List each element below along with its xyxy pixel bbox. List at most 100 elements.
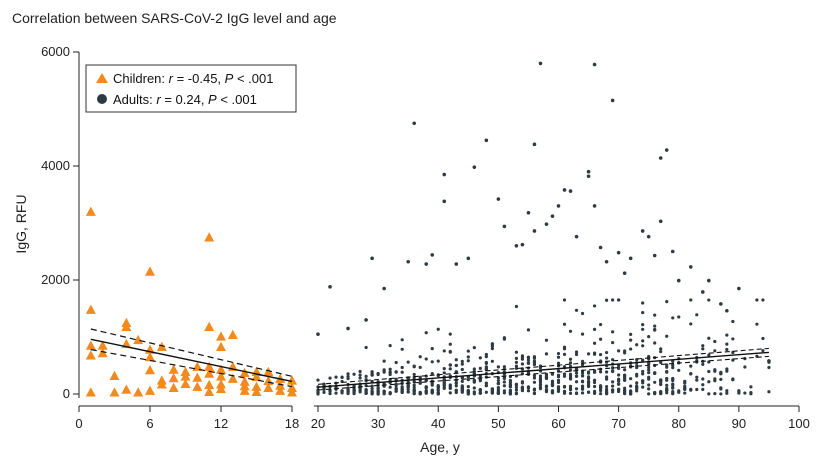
adult-point	[502, 380, 506, 384]
adult-point	[568, 361, 573, 365]
adult-point	[725, 367, 729, 371]
adult-point	[641, 358, 645, 362]
adult-point	[424, 378, 428, 383]
adult-point	[526, 356, 531, 360]
adult-point	[442, 172, 447, 177]
adult-point	[442, 371, 446, 375]
legend-children-p: P	[225, 71, 234, 86]
child-point	[109, 370, 120, 381]
adult-point	[665, 334, 669, 338]
adult-point	[688, 265, 693, 269]
adult-point	[659, 349, 663, 354]
adult-point	[629, 332, 633, 337]
adult-point	[514, 304, 519, 309]
adult-point	[472, 165, 477, 169]
child-point	[85, 206, 96, 216]
adult-point	[671, 366, 675, 370]
adult-point	[418, 381, 422, 385]
adult-point	[544, 338, 549, 342]
adult-point	[701, 387, 705, 391]
adult-point	[484, 367, 488, 372]
child-point	[180, 378, 191, 388]
adult-point	[484, 365, 488, 369]
children-fit-line	[90, 338, 293, 383]
adult-point	[514, 366, 519, 371]
adult-point	[556, 385, 561, 389]
child-point	[121, 384, 132, 394]
adult-point	[346, 388, 350, 392]
adult-point	[671, 379, 675, 383]
adult-point	[568, 329, 573, 333]
adult-point	[629, 377, 633, 381]
adult-point	[610, 98, 615, 103]
child-point	[192, 381, 203, 391]
adult-point	[737, 389, 741, 393]
adult-point	[598, 384, 603, 388]
legend-children-r-value: = -0.45,	[173, 71, 225, 86]
adult-point	[454, 384, 458, 388]
adult-point	[574, 374, 579, 378]
adult-point	[496, 197, 501, 201]
adult-point	[460, 362, 464, 366]
adult-point	[707, 278, 711, 283]
adult-point	[442, 199, 447, 204]
adult-point	[749, 391, 753, 395]
adult-point	[635, 387, 639, 391]
adult-point	[707, 336, 711, 340]
adult-point	[400, 365, 404, 370]
adult-point	[466, 256, 471, 261]
adult-point	[382, 370, 386, 374]
adult-point	[605, 392, 609, 396]
adult-point	[526, 328, 531, 332]
adult-point	[532, 388, 537, 392]
adult-point	[490, 347, 494, 351]
legend-adults-r: r	[156, 92, 161, 107]
adult-point	[574, 387, 579, 391]
adult-point	[635, 384, 639, 388]
child-point	[251, 386, 262, 396]
adult-point	[364, 374, 368, 378]
adult-point	[586, 380, 591, 384]
adult-point	[647, 377, 651, 381]
adult-point	[574, 352, 579, 357]
adult-point	[472, 390, 476, 394]
adult-point	[436, 359, 440, 363]
child-point	[204, 232, 215, 242]
adult-point	[322, 382, 326, 386]
adult-point	[514, 364, 519, 368]
adult-point	[611, 384, 615, 388]
adult-point	[514, 244, 519, 248]
child-point	[251, 371, 262, 382]
adult-point	[713, 339, 717, 344]
adult-point	[472, 378, 476, 382]
adult-point	[580, 332, 585, 336]
adult-point	[472, 386, 476, 390]
adult-point	[346, 326, 350, 331]
adult-point	[659, 378, 663, 382]
adult-point	[346, 374, 350, 379]
legend-adults-marker	[97, 94, 107, 104]
chart-title: Correlation between SARS-CoV-2 IgG level…	[12, 10, 337, 26]
adult-point	[538, 61, 543, 66]
adult-point	[580, 311, 585, 316]
adult-point	[665, 383, 669, 387]
legend-adults-p: P	[208, 92, 217, 107]
adult-point	[743, 365, 747, 369]
adult-point	[502, 224, 507, 229]
children-series	[85, 206, 297, 397]
adult-point	[574, 391, 579, 396]
adult-point	[743, 391, 747, 395]
adult-point	[659, 347, 663, 351]
adult-point	[598, 352, 603, 357]
adult-point	[707, 392, 711, 396]
adult-point	[628, 256, 633, 261]
adult-point	[725, 333, 729, 337]
adult-point	[484, 381, 488, 385]
adults-fit-line	[317, 351, 769, 388]
adult-point	[670, 249, 675, 254]
adult-point	[532, 380, 537, 384]
adult-point	[514, 356, 519, 360]
adult-point	[454, 358, 458, 362]
adult-point	[502, 391, 506, 395]
adult-point	[352, 372, 356, 376]
